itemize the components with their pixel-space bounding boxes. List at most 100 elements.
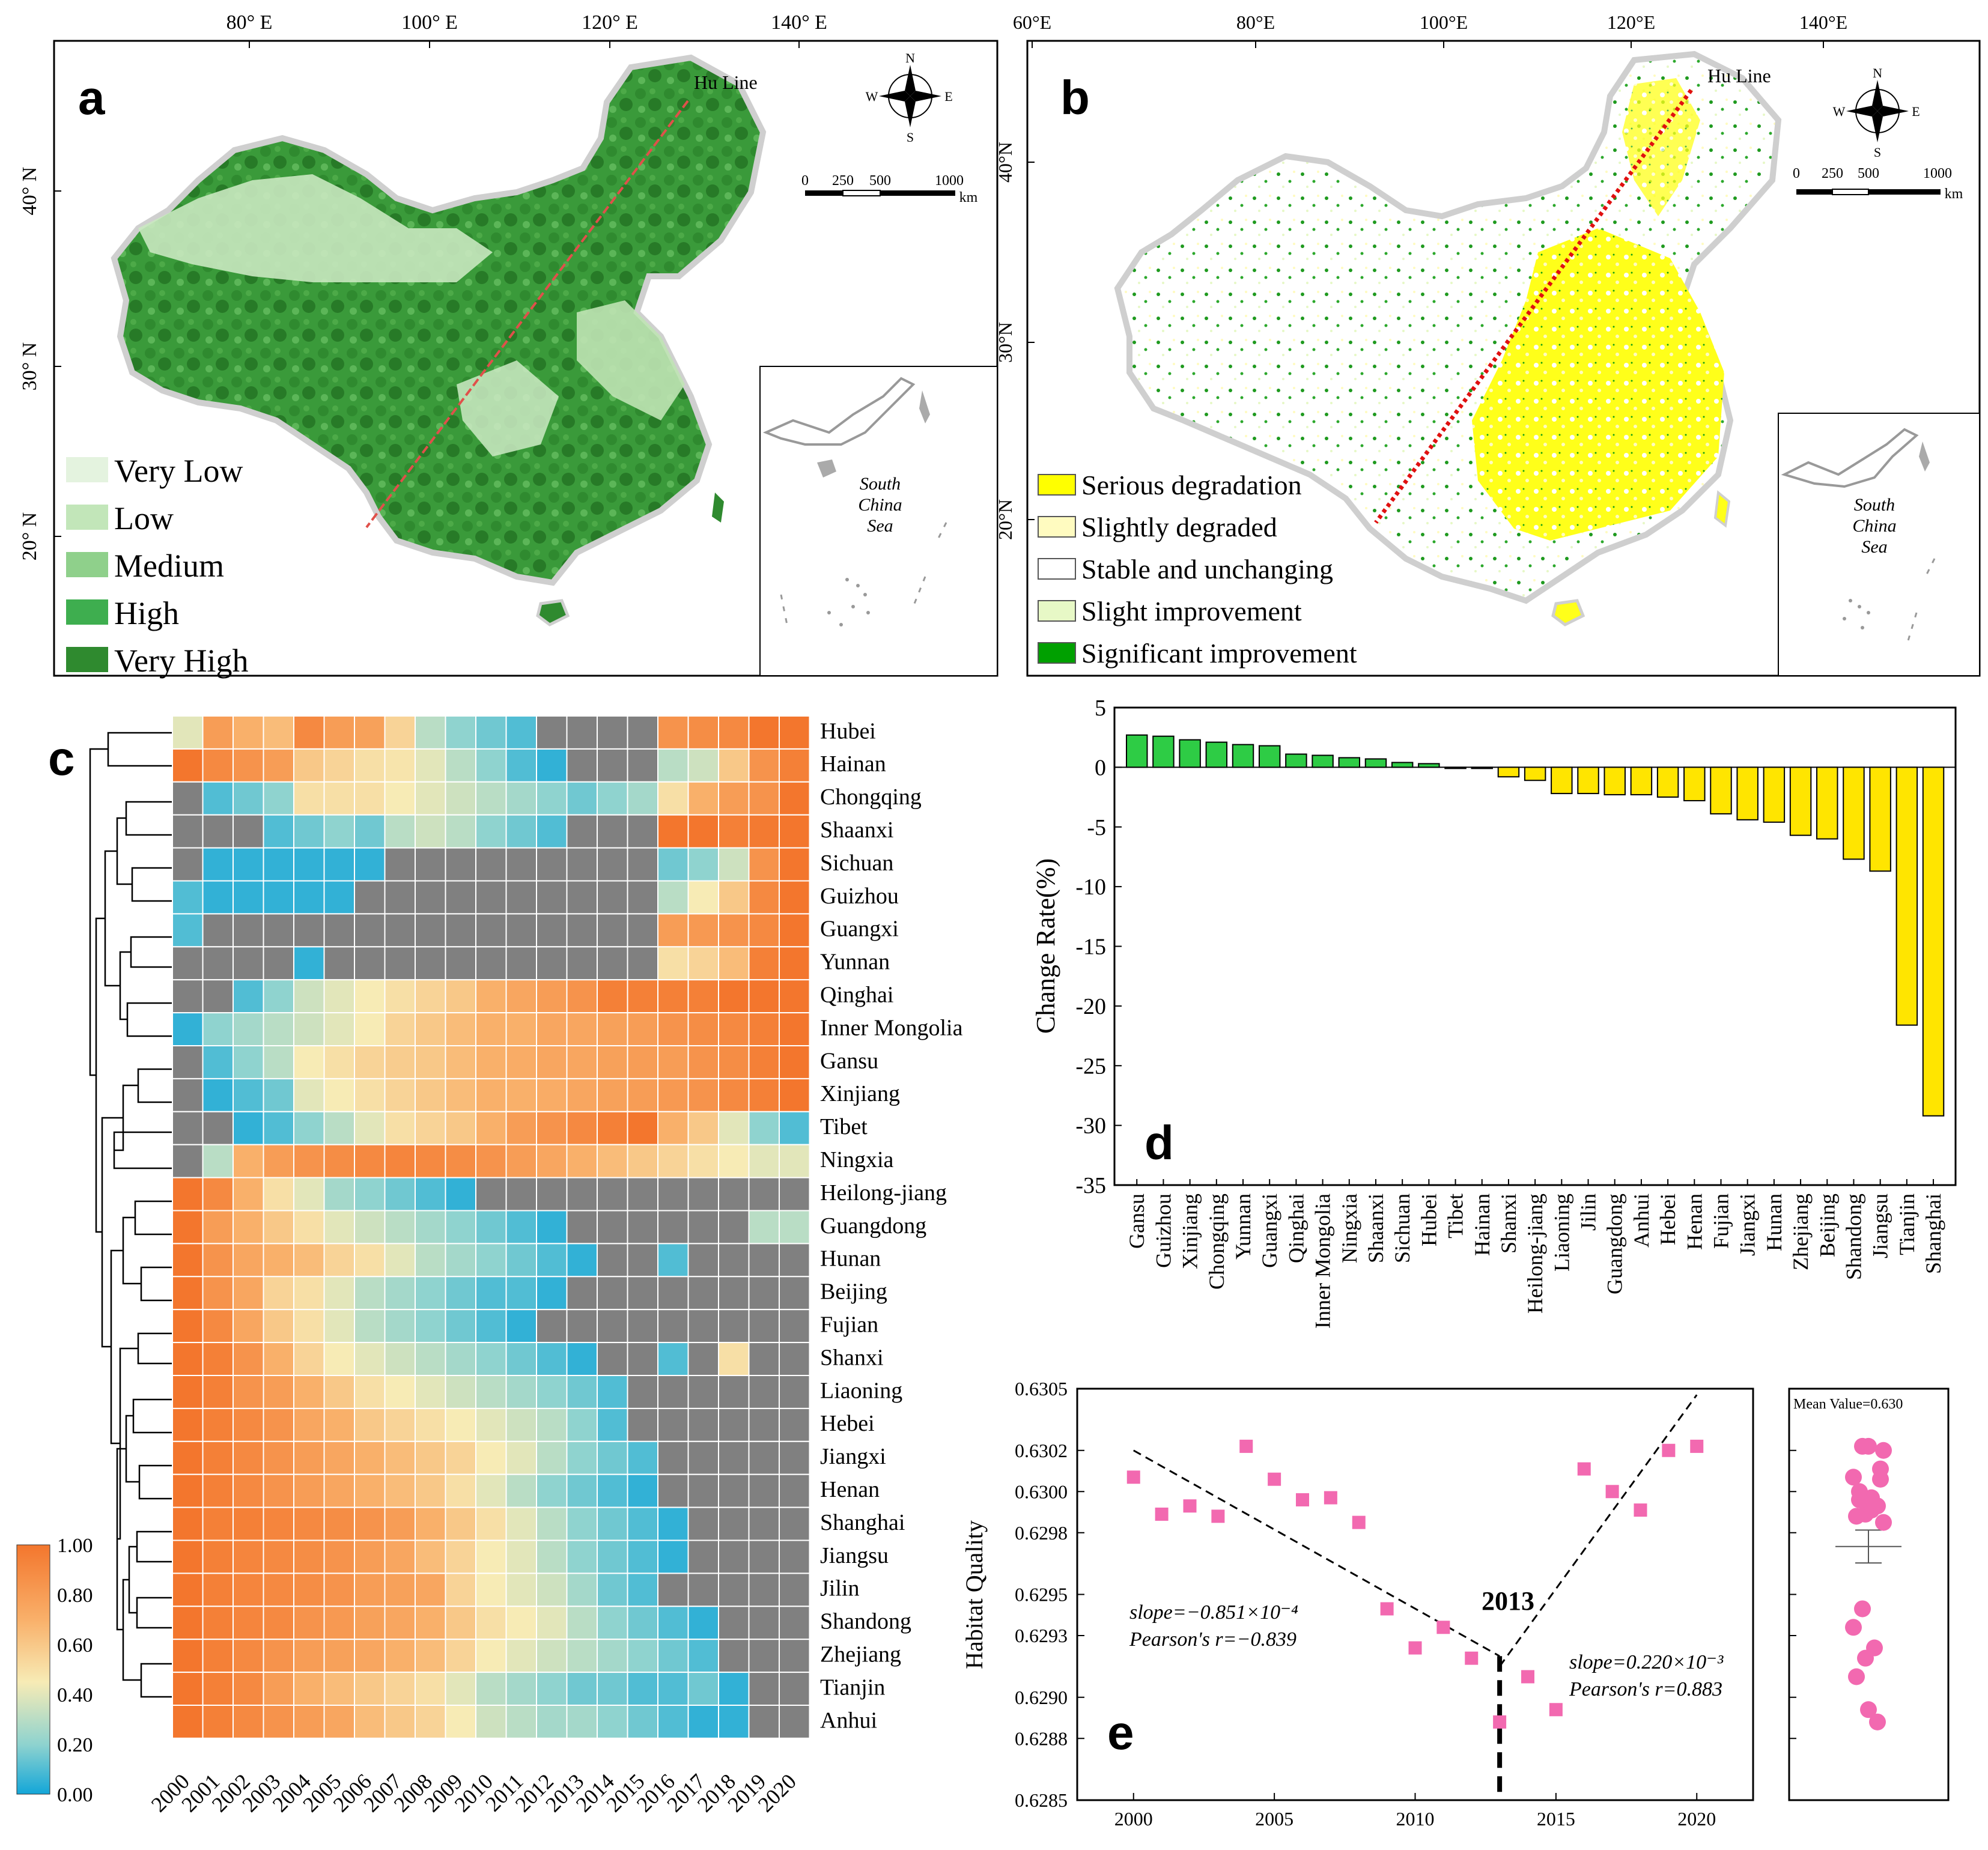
heatmap-cell bbox=[536, 1672, 568, 1706]
heatmap-cell bbox=[687, 1440, 719, 1475]
e-y-tick-label: 0.6290 bbox=[1015, 1687, 1068, 1708]
heatmap-cell bbox=[293, 814, 325, 849]
heatmap-cell bbox=[597, 913, 628, 948]
heatmap-cell bbox=[657, 1506, 689, 1541]
heatmap-cell bbox=[536, 814, 568, 849]
heatmap-cell bbox=[505, 1012, 537, 1046]
e-x-tick-label: 2000 bbox=[1114, 1808, 1153, 1830]
heatmap-cell bbox=[718, 946, 750, 981]
heatmap-cell bbox=[597, 1210, 628, 1245]
heatmap-cell bbox=[779, 1539, 810, 1574]
heatmap-cell bbox=[202, 1144, 234, 1178]
e-x-tick-label: 2005 bbox=[1255, 1808, 1293, 1830]
bar-x-label: Yunnan bbox=[1231, 1193, 1255, 1260]
bar bbox=[1232, 744, 1254, 768]
heatmap-cell bbox=[748, 1572, 780, 1607]
heatmap-cell bbox=[475, 913, 507, 948]
heatmap-cell bbox=[415, 748, 446, 783]
heatmap-row-label: Hebei bbox=[820, 1411, 875, 1436]
heatmap-cell bbox=[657, 979, 689, 1014]
heatmap-cell bbox=[263, 1309, 294, 1344]
heatmap-cell bbox=[293, 1276, 325, 1311]
scale-tick: 250 bbox=[832, 173, 854, 189]
compass-a: N S E W bbox=[866, 50, 953, 145]
lon-tick-label: 80° E bbox=[226, 11, 273, 34]
compass-west-label: W bbox=[1833, 104, 1846, 119]
bar bbox=[1710, 766, 1732, 814]
heatmap-cell bbox=[536, 1210, 568, 1245]
heatmap-cell bbox=[505, 1440, 537, 1475]
heatmap-cell bbox=[718, 1606, 750, 1640]
heatmap-cell bbox=[323, 1045, 355, 1079]
heatmap-cell bbox=[172, 880, 204, 915]
heatmap-cell bbox=[445, 781, 476, 816]
bar bbox=[1312, 754, 1334, 768]
heatmap-cell bbox=[597, 1309, 628, 1344]
heatmap-cell bbox=[475, 1210, 507, 1245]
heatmap-cell bbox=[597, 1440, 628, 1475]
heatmap-cell bbox=[687, 979, 719, 1014]
heatmap-cell bbox=[445, 1407, 476, 1442]
bar-x-label: Jilin bbox=[1576, 1193, 1600, 1231]
heatmap-cell bbox=[475, 1672, 507, 1706]
heatmap-cell bbox=[627, 1078, 658, 1112]
heatmap-cell bbox=[475, 1111, 507, 1145]
scale-tick: 0 bbox=[1793, 166, 1800, 181]
bar-y-tick-label: -15 bbox=[1075, 935, 1106, 960]
heatmap-cell bbox=[566, 715, 598, 750]
distribution-point bbox=[1863, 1502, 1880, 1519]
heatmap-row-label: Hunan bbox=[820, 1246, 881, 1272]
lat-tick-label: 20°N bbox=[994, 499, 1016, 540]
compass-east-label: E bbox=[944, 89, 952, 104]
heatmap-cell bbox=[536, 1243, 568, 1278]
heatmap-cell bbox=[536, 1342, 568, 1377]
heatmap-cell bbox=[536, 1705, 568, 1739]
heatmap-cell bbox=[384, 748, 416, 783]
bar-x-label: Tibet bbox=[1444, 1193, 1468, 1239]
heatmap-cell bbox=[263, 748, 294, 783]
bar bbox=[1736, 766, 1758, 820]
heatmap-cell bbox=[566, 1243, 598, 1278]
heatmap-cell bbox=[384, 946, 416, 981]
heatmap-cell bbox=[627, 781, 658, 816]
heatmap-row-labels: Hubei Hainan Chongqing Shaanxi Sichuan Guizho… bbox=[820, 718, 963, 1733]
heatmap-cell bbox=[536, 1111, 568, 1145]
bar bbox=[1683, 766, 1706, 802]
heatmap-cell bbox=[172, 1672, 204, 1706]
heatmap-cell bbox=[505, 1473, 537, 1508]
heatmap-cell bbox=[687, 1309, 719, 1344]
heatmap-cell bbox=[597, 1572, 628, 1607]
heatmap-cell bbox=[657, 1111, 689, 1145]
heatmap-cell bbox=[687, 946, 719, 981]
heatmap-cell bbox=[172, 1243, 204, 1278]
heatmap-cell bbox=[202, 946, 234, 981]
hu-line-a bbox=[365, 100, 689, 529]
heatmap-cell bbox=[233, 1144, 264, 1178]
heatmap-cell bbox=[597, 1045, 628, 1079]
heatmap-cell bbox=[718, 1276, 750, 1311]
heatmap-cell bbox=[172, 715, 204, 750]
colorbar: 1.00 0.80 0.60 0.40 0.20 0.00 bbox=[16, 1535, 93, 1806]
trend-line-right bbox=[1498, 1394, 1698, 1667]
bar-x-label: Henan bbox=[1682, 1193, 1706, 1250]
heatmap-cell bbox=[748, 1342, 780, 1377]
lon-tick-label: 120° E bbox=[582, 11, 638, 34]
heatmap-cell bbox=[202, 1243, 234, 1278]
heatmap-cell bbox=[566, 1440, 598, 1475]
heatmap-cell bbox=[323, 1440, 355, 1475]
heatmap-cell bbox=[505, 814, 537, 849]
heatmap-cell bbox=[748, 979, 780, 1014]
heatmap-cell bbox=[233, 781, 264, 816]
heatmap-cell bbox=[779, 1243, 810, 1278]
heatmap-cell bbox=[597, 880, 628, 915]
heatmap-cell bbox=[293, 1539, 325, 1574]
bar-x-label: Ningxia bbox=[1337, 1193, 1361, 1263]
heatmap-cell bbox=[718, 1144, 750, 1178]
distribution-point bbox=[1875, 1442, 1892, 1459]
heatmap-cell bbox=[415, 946, 446, 981]
heatmap-cell bbox=[627, 880, 658, 915]
heatmap-cell bbox=[415, 1672, 446, 1706]
scatter-point bbox=[1268, 1472, 1281, 1486]
heatmap-cell bbox=[415, 1045, 446, 1079]
heatmap-cell bbox=[505, 913, 537, 948]
